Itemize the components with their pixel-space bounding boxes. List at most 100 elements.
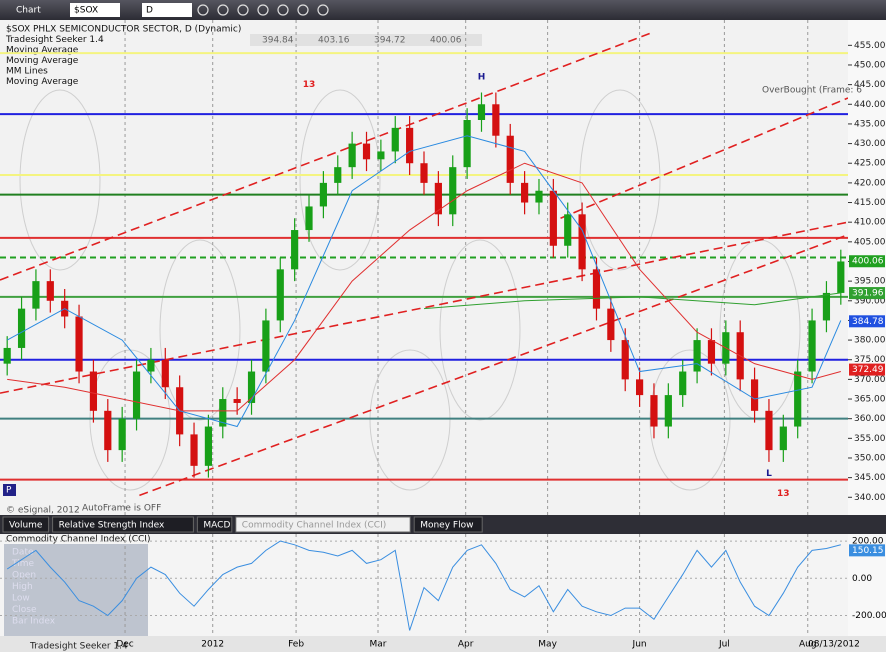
candle-body (305, 206, 313, 231)
candle-body (477, 104, 486, 120)
candle-body (377, 151, 385, 160)
moving-average (7, 162, 841, 412)
x-tick-label: Aug (799, 640, 817, 650)
candle-body (434, 182, 442, 215)
tab[interactable] (196, 516, 233, 533)
candle-body (449, 167, 457, 215)
y-tick-label: 440.00 (854, 100, 886, 110)
candle-body (779, 426, 787, 451)
legend-entry: Tradesight Seeker 1.4 (5, 35, 104, 45)
legend-entry: $SOX PHLX SEMICONDUCTOR SECTOR, D (Dynam… (6, 25, 241, 35)
symbol[interactable]: $SOX (74, 6, 98, 16)
tab-label[interactable]: MACD (203, 521, 230, 531)
candle-body (621, 340, 629, 380)
candle-body (750, 379, 759, 411)
candle-body (492, 104, 500, 136)
y-tick-label: 415.00 (854, 198, 886, 208)
legend-entry: MM Lines (6, 67, 48, 77)
annotation: 13 (303, 80, 316, 90)
candle-body (319, 182, 327, 207)
moving-average (423, 292, 841, 310)
y-tick-label: 410.00 (854, 218, 886, 228)
price-label: 384.78 (852, 317, 884, 327)
y-tick-label: 390.00 (854, 296, 886, 306)
y-tick-label: 405.00 (854, 237, 886, 247)
quote-value: 400.06 (430, 36, 462, 46)
interval[interactable]: D (146, 6, 153, 16)
price-axis (848, 20, 886, 515)
candle-body (291, 230, 299, 270)
trend-line (0, 32, 650, 281)
candle-body (693, 340, 701, 372)
candle-body (837, 261, 845, 293)
candle-body (650, 395, 658, 427)
tool-icon[interactable] (257, 4, 269, 16)
cci-line (6, 540, 841, 631)
legend-entry: Moving Average (6, 77, 79, 87)
tab-label[interactable]: Money Flow (420, 521, 473, 531)
candle-body (3, 347, 11, 364)
quote-value: 403.16 (318, 36, 350, 46)
cci-tick-label: 0.00 (852, 574, 872, 584)
tool-icon[interactable] (217, 4, 229, 16)
quote-box (250, 34, 482, 46)
tab[interactable] (52, 516, 194, 533)
tab[interactable] (235, 516, 411, 533)
candle-body (506, 135, 514, 183)
p-badge (3, 484, 16, 496)
x-tick-label: Mar (370, 640, 387, 650)
candle-body (564, 214, 572, 246)
cci-last-box (849, 544, 885, 557)
candle-body (592, 269, 601, 309)
y-tick-label: 425.00 (854, 159, 886, 169)
symbol-box[interactable] (70, 3, 120, 17)
quote-value: 394.72 (374, 36, 406, 46)
y-tick-label: 345.00 (854, 473, 886, 483)
candle-body (204, 426, 212, 466)
tool-icon[interactable] (277, 4, 289, 16)
candle-body (420, 163, 428, 183)
candle-body (578, 214, 586, 270)
x-tick-label: May (538, 640, 557, 650)
candle-body (391, 127, 399, 152)
price-label-box (849, 255, 885, 268)
date-axis (0, 636, 886, 652)
y-tick-label: 445.00 (854, 80, 886, 90)
interval-box[interactable] (142, 3, 192, 17)
candle-body (808, 320, 816, 372)
y-tick-label: 355.00 (854, 434, 886, 444)
annotation: H (478, 72, 486, 82)
data-window-label: Date (12, 548, 34, 558)
x-tick-label: Apr (458, 640, 474, 650)
y-tick-label: 395.00 (854, 277, 886, 287)
y-tick-label: 340.00 (854, 493, 886, 503)
toolbar (0, 0, 886, 20)
legend-entry: Moving Average (6, 56, 79, 66)
data-window (4, 544, 148, 636)
tool-icon[interactable] (317, 4, 329, 16)
candle-body (664, 395, 672, 427)
x-tick-label: 2012 (201, 640, 224, 650)
study-name: Tradesight Seeker 1.4 (29, 642, 128, 652)
tab-label[interactable]: Commodity Channel Index (CCI) (242, 521, 386, 531)
p-badge-text: P (6, 486, 12, 496)
window-title: Chart (16, 6, 41, 16)
y-tick-label: 370.00 (854, 375, 886, 385)
candle-body (535, 190, 543, 203)
tool-icon[interactable] (297, 4, 309, 16)
tool-icon[interactable] (237, 4, 249, 16)
tab[interactable] (413, 516, 483, 533)
y-tick-label: 435.00 (854, 119, 886, 129)
tool-icon[interactable] (197, 4, 209, 16)
tab[interactable] (2, 516, 50, 533)
tab-label[interactable]: Volume (9, 521, 43, 531)
tab-label[interactable]: Relative Strength Index (59, 521, 165, 531)
candle-body (679, 371, 687, 396)
price-label: 391.96 (852, 289, 884, 299)
candle-body (161, 359, 169, 388)
y-tick-label: 350.00 (854, 453, 886, 463)
cci-tick-label: 200.00 (852, 537, 884, 547)
candle-body (262, 320, 270, 372)
